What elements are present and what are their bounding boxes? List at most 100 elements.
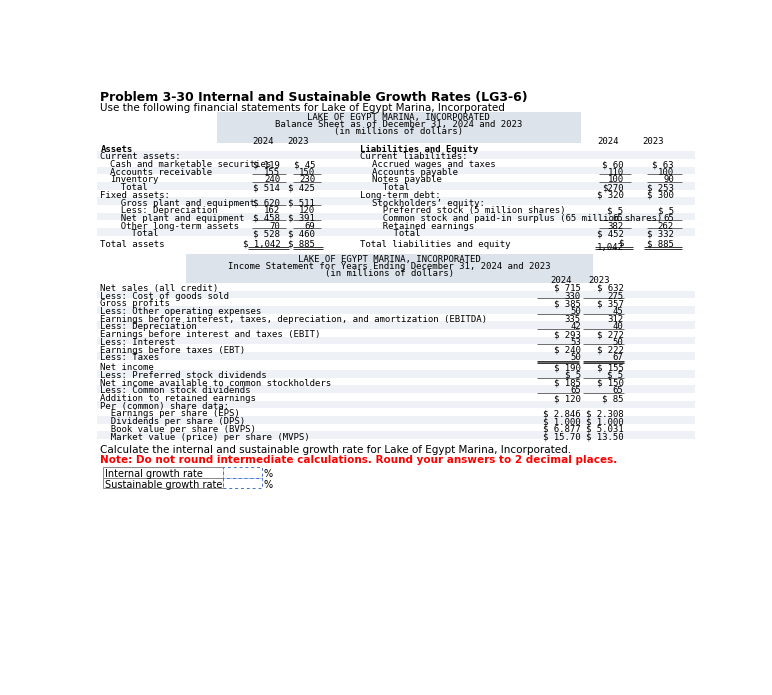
Bar xyxy=(96,159,695,167)
Text: Net sales (all credit): Net sales (all credit) xyxy=(100,284,218,293)
Bar xyxy=(96,205,695,213)
Text: 45: 45 xyxy=(613,307,624,316)
Text: %: % xyxy=(264,480,273,490)
Text: Common stock and paid-in surplus (65 million shares): Common stock and paid-in surplus (65 mil… xyxy=(371,214,662,223)
Text: Problem 3-30 Internal and Sustainable Growth Rates (LG3-6): Problem 3-30 Internal and Sustainable Gr… xyxy=(100,91,528,104)
Text: Net plant and equipment: Net plant and equipment xyxy=(110,214,245,223)
Text: $ 150: $ 150 xyxy=(597,379,624,388)
Text: $270: $270 xyxy=(602,183,624,192)
Text: $ 190: $ 190 xyxy=(554,363,581,373)
Text: 100: 100 xyxy=(658,167,674,177)
Text: $ 460: $ 460 xyxy=(288,229,315,238)
Text: $ 620: $ 620 xyxy=(253,199,280,208)
Text: Sustainable growth rate: Sustainable growth rate xyxy=(105,480,222,490)
Text: 53: 53 xyxy=(571,338,581,347)
Text: 155: 155 xyxy=(264,167,280,177)
Bar xyxy=(217,112,581,135)
Text: Accounts receivable: Accounts receivable xyxy=(110,167,212,177)
Text: Net income: Net income xyxy=(100,363,154,373)
Text: $ 300: $ 300 xyxy=(647,191,674,200)
Text: Retained earnings: Retained earnings xyxy=(371,222,474,231)
Text: Book value per share (BVPS): Book value per share (BVPS) xyxy=(100,425,256,434)
Text: $: $ xyxy=(618,238,624,247)
Text: $ 514: $ 514 xyxy=(253,183,280,192)
Text: 70: 70 xyxy=(269,222,280,231)
Text: Addition to retained earnings: Addition to retained earnings xyxy=(100,394,256,403)
Text: Total: Total xyxy=(110,183,148,192)
Bar xyxy=(96,385,695,393)
Text: $ 15.70: $ 15.70 xyxy=(543,432,581,441)
Text: 335: 335 xyxy=(565,315,581,324)
Text: Dividends per share (DPS): Dividends per share (DPS) xyxy=(100,417,245,426)
Text: $ 357: $ 357 xyxy=(597,300,624,309)
Text: $ 332: $ 332 xyxy=(647,229,674,238)
Text: Less: Other operating expenses: Less: Other operating expenses xyxy=(100,307,262,316)
Bar xyxy=(96,393,695,400)
Text: $ 528: $ 528 xyxy=(253,229,280,238)
Bar xyxy=(96,432,695,439)
Text: 110: 110 xyxy=(608,167,624,177)
Text: Per (common) share data:: Per (common) share data: xyxy=(100,402,229,411)
Bar xyxy=(96,352,695,360)
Text: 2024: 2024 xyxy=(550,277,572,285)
Text: 382: 382 xyxy=(608,222,624,231)
Text: %: % xyxy=(264,469,273,479)
Text: $ 320: $ 320 xyxy=(597,191,624,200)
Bar xyxy=(96,151,695,159)
Text: $ 425: $ 425 xyxy=(288,183,315,192)
Text: Earnings per share (EPS): Earnings per share (EPS) xyxy=(100,409,240,418)
Text: 69: 69 xyxy=(304,222,315,231)
Text: 65: 65 xyxy=(613,386,624,395)
Text: Calculate the internal and sustainable growth rate for Lake of Egypt Marina, Inc: Calculate the internal and sustainable g… xyxy=(100,445,571,455)
Text: $ 5: $ 5 xyxy=(608,206,624,215)
Text: $ 13.50: $ 13.50 xyxy=(586,432,624,441)
Text: Total liabilities and equity: Total liabilities and equity xyxy=(360,240,510,249)
Text: $ 5: $ 5 xyxy=(608,371,624,380)
Text: Use the following financial statements for Lake of Egypt Marina, Incorporated: Use the following financial statements f… xyxy=(100,104,505,113)
Text: LAKE OF EGYPT MARINA, INCORPORATED: LAKE OF EGYPT MARINA, INCORPORATED xyxy=(298,255,481,264)
Bar xyxy=(96,370,695,377)
Bar xyxy=(96,228,695,236)
Text: (in millions of dollars): (in millions of dollars) xyxy=(325,269,454,278)
Text: Current assets:: Current assets: xyxy=(100,152,181,161)
Text: $ 1.000: $ 1.000 xyxy=(543,417,581,426)
Text: Gross profits: Gross profits xyxy=(100,300,171,309)
Bar xyxy=(96,167,695,174)
Text: Notes payable: Notes payable xyxy=(371,175,442,184)
Text: Less: Depreciation: Less: Depreciation xyxy=(100,322,197,332)
Bar xyxy=(96,298,695,306)
Bar xyxy=(96,182,695,190)
Text: Liabilities and Equity: Liabilities and Equity xyxy=(360,145,478,154)
Text: 50: 50 xyxy=(571,307,581,316)
Text: Other long-term assets: Other long-term assets xyxy=(110,222,239,231)
Text: Gross plant and equipment: Gross plant and equipment xyxy=(110,199,256,208)
Text: Less: Cost of goods sold: Less: Cost of goods sold xyxy=(100,292,229,301)
Text: 330: 330 xyxy=(565,292,581,301)
Text: Long-term debt:: Long-term debt: xyxy=(360,191,441,200)
Bar xyxy=(185,275,592,283)
Text: 2024: 2024 xyxy=(252,136,274,145)
Text: Earnings before taxes (EBT): Earnings before taxes (EBT) xyxy=(100,345,245,354)
Text: Less: Taxes: Less: Taxes xyxy=(100,353,160,362)
Text: Inventory: Inventory xyxy=(110,175,159,184)
Text: Total assets: Total assets xyxy=(100,240,165,249)
Text: 150: 150 xyxy=(299,167,315,177)
Text: $ 511: $ 511 xyxy=(288,199,315,208)
Text: $ 2.308: $ 2.308 xyxy=(586,409,624,418)
Text: $ 85: $ 85 xyxy=(602,394,624,403)
Bar xyxy=(185,254,592,275)
Text: $ 452: $ 452 xyxy=(597,229,624,238)
Text: $ 63: $ 63 xyxy=(652,160,674,169)
Text: 262: 262 xyxy=(658,222,674,231)
Text: 65: 65 xyxy=(571,386,581,395)
Bar xyxy=(103,467,223,477)
Text: 162: 162 xyxy=(264,206,280,215)
Bar xyxy=(96,143,695,151)
Bar xyxy=(96,416,695,424)
Text: Current liabilities:: Current liabilities: xyxy=(360,152,468,161)
Text: Internal growth rate: Internal growth rate xyxy=(105,469,203,479)
Bar xyxy=(96,174,695,182)
Text: $ 240: $ 240 xyxy=(554,345,581,354)
Text: Preferred stock (5 million shares): Preferred stock (5 million shares) xyxy=(371,206,565,215)
Bar xyxy=(96,409,695,416)
